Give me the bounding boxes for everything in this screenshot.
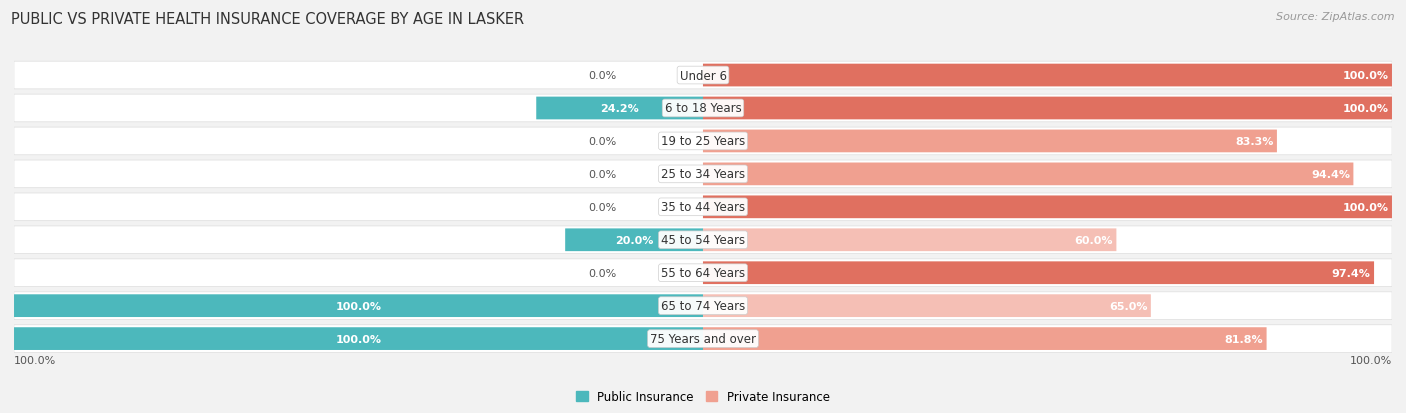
FancyBboxPatch shape	[14, 259, 1392, 287]
Text: 0.0%: 0.0%	[589, 202, 617, 212]
Text: 0.0%: 0.0%	[589, 169, 617, 179]
Text: 100.0%: 100.0%	[14, 355, 56, 365]
Text: 100.0%: 100.0%	[1343, 71, 1389, 81]
FancyBboxPatch shape	[14, 294, 703, 317]
Text: 65.0%: 65.0%	[1109, 301, 1147, 311]
FancyBboxPatch shape	[703, 97, 1392, 120]
Text: 100.0%: 100.0%	[1343, 104, 1389, 114]
Text: PUBLIC VS PRIVATE HEALTH INSURANCE COVERAGE BY AGE IN LASKER: PUBLIC VS PRIVATE HEALTH INSURANCE COVER…	[11, 12, 524, 27]
Text: 65 to 74 Years: 65 to 74 Years	[661, 299, 745, 312]
Text: 75 Years and over: 75 Years and over	[650, 332, 756, 345]
Text: 100.0%: 100.0%	[1350, 355, 1392, 365]
Text: 0.0%: 0.0%	[589, 71, 617, 81]
FancyBboxPatch shape	[14, 128, 1392, 155]
Text: 24.2%: 24.2%	[600, 104, 638, 114]
FancyBboxPatch shape	[14, 325, 1392, 353]
Legend: Public Insurance, Private Insurance: Public Insurance, Private Insurance	[571, 385, 835, 408]
FancyBboxPatch shape	[703, 64, 1392, 87]
Text: 83.3%: 83.3%	[1234, 137, 1274, 147]
Text: 97.4%: 97.4%	[1331, 268, 1371, 278]
Text: 25 to 34 Years: 25 to 34 Years	[661, 168, 745, 181]
FancyBboxPatch shape	[703, 130, 1277, 153]
Text: 0.0%: 0.0%	[589, 268, 617, 278]
FancyBboxPatch shape	[703, 196, 1392, 218]
FancyBboxPatch shape	[14, 226, 1392, 254]
FancyBboxPatch shape	[703, 229, 1116, 252]
FancyBboxPatch shape	[14, 194, 1392, 221]
Text: 20.0%: 20.0%	[614, 235, 654, 245]
Text: 19 to 25 Years: 19 to 25 Years	[661, 135, 745, 148]
FancyBboxPatch shape	[14, 161, 1392, 188]
Text: 81.8%: 81.8%	[1225, 334, 1263, 344]
Text: 55 to 64 Years: 55 to 64 Years	[661, 266, 745, 280]
FancyBboxPatch shape	[703, 163, 1354, 186]
Text: 94.4%: 94.4%	[1310, 169, 1350, 179]
Text: 0.0%: 0.0%	[589, 137, 617, 147]
Text: Source: ZipAtlas.com: Source: ZipAtlas.com	[1277, 12, 1395, 22]
FancyBboxPatch shape	[14, 328, 703, 350]
Text: 100.0%: 100.0%	[1343, 202, 1389, 212]
FancyBboxPatch shape	[14, 95, 1392, 123]
Text: 6 to 18 Years: 6 to 18 Years	[665, 102, 741, 115]
Text: 60.0%: 60.0%	[1074, 235, 1114, 245]
FancyBboxPatch shape	[703, 328, 1267, 350]
FancyBboxPatch shape	[536, 97, 703, 120]
Text: 100.0%: 100.0%	[336, 301, 381, 311]
FancyBboxPatch shape	[14, 292, 1392, 320]
FancyBboxPatch shape	[703, 262, 1374, 285]
Text: Under 6: Under 6	[679, 69, 727, 82]
Text: 100.0%: 100.0%	[336, 334, 381, 344]
FancyBboxPatch shape	[703, 294, 1152, 317]
FancyBboxPatch shape	[14, 62, 1392, 90]
FancyBboxPatch shape	[565, 229, 703, 252]
Text: 35 to 44 Years: 35 to 44 Years	[661, 201, 745, 214]
Text: 45 to 54 Years: 45 to 54 Years	[661, 234, 745, 247]
